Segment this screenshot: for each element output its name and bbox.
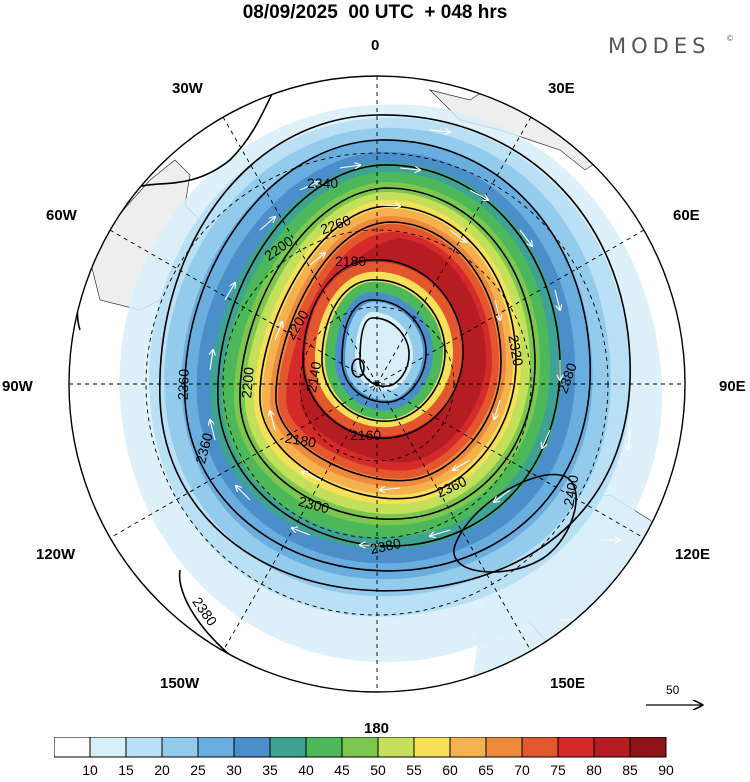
south-pole-dot (374, 381, 380, 387)
longitude-labels: 0 30E 60E 90E 120E 150E 180 150W 120W 90… (2, 37, 746, 735)
colorbar-box (197, 737, 235, 758)
contour-2160 (341, 299, 427, 403)
contour-2200 (302, 259, 464, 440)
colorbar-tick-label: 45 (334, 762, 350, 778)
contour-2300 (259, 205, 517, 500)
wind-vectors (210, 130, 640, 620)
contour-label-2360a: 2360 (175, 368, 192, 400)
colorbar-tick-label: 80 (586, 762, 602, 778)
colorbar-box (233, 737, 271, 758)
colorbar-box (125, 737, 163, 758)
colorbar-box (269, 737, 307, 758)
colorbar-tick-label: 75 (550, 762, 566, 778)
contour-2360 (184, 139, 591, 572)
lon-label-150e: 150E (550, 675, 585, 692)
reference-vector-label: 50 (666, 683, 680, 697)
contour-label-2140: 2140 (303, 360, 324, 394)
contour-2320 (239, 187, 536, 520)
lon-label-90w: 90W (2, 378, 34, 395)
colorbar-tick-label: 85 (622, 762, 638, 778)
colorbar-box (341, 737, 379, 758)
colorbar-tick-label: 15 (118, 762, 134, 778)
brand-logo: MODES (608, 34, 711, 58)
colorbar-tick-label: 90 (658, 762, 674, 778)
contour-2260 (275, 221, 502, 482)
colorbar-tick-label: 25 (190, 762, 206, 778)
contour-label-2180b: 2180 (284, 430, 318, 451)
lon-label-0: 0 (371, 37, 379, 54)
colorbar-box (593, 737, 631, 758)
colorbar-box (161, 737, 199, 758)
contour-2180 (321, 279, 446, 422)
colorbar-labels: 10 15 20 25 30 35 40 45 50 55 60 65 70 75 80 85 90 (82, 762, 674, 778)
lon-label-120e: 120E (675, 546, 710, 563)
lon-label-30w: 30W (172, 80, 204, 97)
colorbar-box (377, 737, 415, 758)
colorbar-tick-label: 50 (370, 762, 386, 778)
contour-label-2300: 2300 (297, 493, 331, 517)
colorbar-boxes (54, 737, 667, 758)
contour-2340 (217, 164, 561, 547)
colorbar-box (89, 737, 127, 758)
colorbar-tick-label: 40 (298, 762, 314, 778)
map-boundary (68, 75, 686, 693)
colorbar-tick-label: 65 (478, 762, 494, 778)
contour-2400-ellipse (453, 473, 577, 573)
contour-label-2200c: 2200 (238, 366, 257, 399)
contour-label-2160: 2160 (350, 427, 381, 443)
colorbar-box (413, 737, 451, 758)
contour-label-2360b: 2360 (192, 431, 216, 465)
colorbar-tick-label: 20 (154, 762, 170, 778)
contour-label-2380b: 2380 (369, 535, 403, 557)
contour-label-2340: 2340 (307, 175, 338, 191)
colorbar-tick-label: 70 (514, 762, 530, 778)
colorbar-tick-label: 35 (262, 762, 278, 778)
colorbar-box (305, 737, 343, 758)
lon-label-60w: 60W (46, 207, 78, 224)
colorbar-tick-label: 30 (226, 762, 242, 778)
colorbar-box (449, 737, 487, 758)
lon-label-180: 180 (364, 720, 389, 735)
colorbar-tick-label: 10 (82, 762, 98, 778)
copyright-mark: © (727, 34, 733, 43)
lon-label-30e: 30E (548, 80, 575, 97)
polar-stereographic-map: 2340 2260 2200 2180 2200 2140 2200 2360 … (2, 37, 746, 735)
colorbar-box (629, 737, 667, 758)
map-disk: 2340 2260 2200 2180 2200 2140 2200 2360 … (69, 76, 685, 692)
colorbar-box (54, 737, 91, 758)
colorbar-tick-label: 55 (406, 762, 422, 778)
contour-2380-main (159, 114, 631, 592)
contour-2140 (359, 317, 410, 387)
contour-label-2400: 2400 (560, 473, 581, 507)
contour-label-2320: 2320 (505, 334, 526, 368)
colorbar-tick-label: 60 (442, 762, 458, 778)
wind-speed-colorbar: 10 15 20 25 30 35 40 45 50 55 60 65 70 75 80 85 90 (54, 737, 674, 778)
lon-label-120w: 120W (36, 546, 76, 563)
map-title: 08/09/2025 00 UTC + 048 hrs (242, 2, 508, 23)
colorbar-box (485, 737, 523, 758)
lon-label-60e: 60E (673, 207, 700, 224)
lon-label-150w: 150W (160, 675, 200, 692)
lon-label-90e: 90E (719, 378, 746, 395)
contour-label-2180a: 2180 (335, 253, 366, 269)
colorbar-box (557, 737, 595, 758)
contour-low-center (351, 358, 365, 378)
colorbar-box (521, 737, 559, 758)
